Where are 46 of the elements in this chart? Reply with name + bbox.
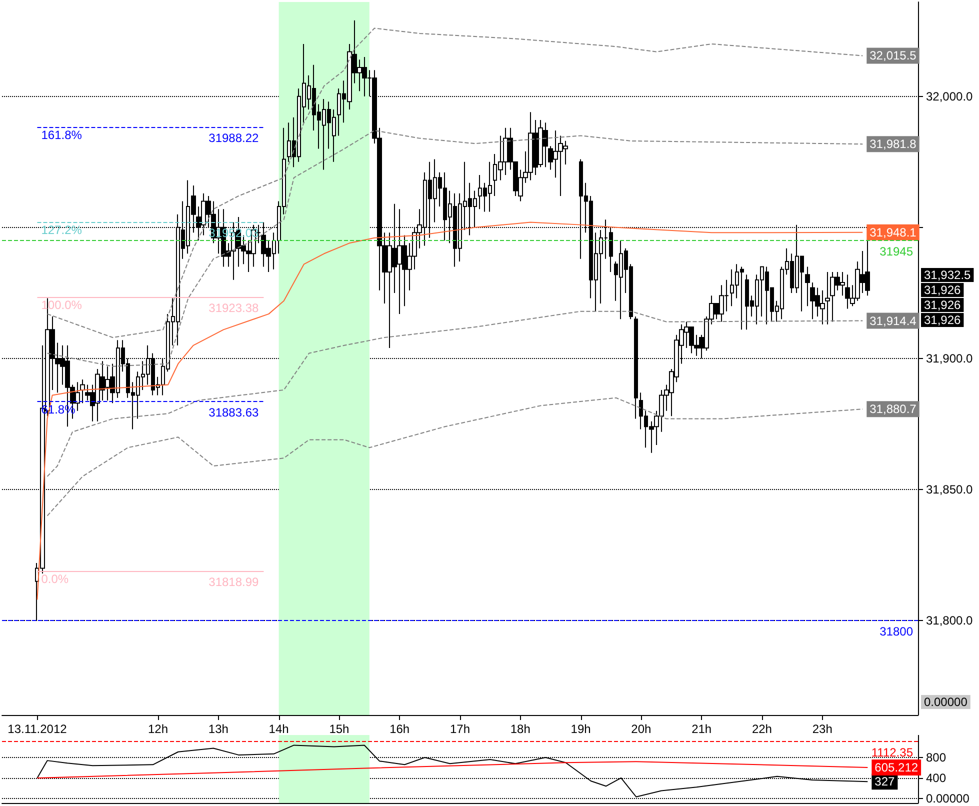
data-label: 31,914.4 [870, 314, 917, 328]
x-tick-label: 14h [268, 722, 289, 736]
x-tick-label: 21h [692, 722, 712, 736]
x-tick-label: 13.11.2012 [8, 722, 68, 736]
ref-line-label: 31923.38 [208, 301, 260, 316]
y-tick-label: 0.00000 [926, 791, 970, 806]
y-tick-label: 31,900.0 [926, 352, 974, 366]
text: 31,926 [924, 283, 962, 297]
y-tick-label: 800 [926, 750, 946, 764]
x-tick-label: 13h [208, 722, 228, 736]
annotation: 161.8% [41, 128, 82, 142]
x-tick-label: 12h [148, 722, 168, 736]
x-tick-label: 18h [510, 722, 530, 736]
data-label: 605.212 [874, 760, 918, 774]
y-tick-label: 31,800.0 [926, 614, 974, 628]
annotation: 0.0% [41, 572, 69, 586]
x-tick-label: 15h [329, 722, 350, 736]
candlestick [825, 271, 830, 325]
x-tick-label: 23h [812, 722, 832, 736]
data-label: 31,948.1 [870, 225, 917, 240]
x-tick-label: 16h [390, 722, 410, 736]
data-label: 31,880.7 [870, 402, 917, 416]
ref-line-label: 1112.35 [871, 746, 914, 760]
x-tick-label: 17h [450, 722, 470, 736]
line-series [36, 761, 868, 778]
data-label: 32,015.5 [870, 48, 917, 63]
y-tick-label: 400 [926, 770, 946, 785]
text: 31,932.5 [924, 268, 972, 282]
ref-line-label: 31800 [880, 624, 914, 639]
ref-line-label: 31818.99 [208, 574, 260, 589]
text: 31,926 [924, 313, 962, 327]
data-label: 327 [874, 774, 896, 789]
annotation: 127.2% [41, 223, 82, 238]
candlestick [80, 378, 85, 404]
ref-line-label: 31988.22 [208, 131, 260, 146]
y-tick-label: 31,850.0 [926, 482, 974, 497]
x-tick-label: 20h [631, 722, 652, 736]
text: 31,926 [924, 298, 962, 312]
candlestick [805, 266, 810, 307]
line-series [36, 222, 864, 600]
y-tick-label: 32,000.0 [926, 89, 974, 104]
ref-line-label: 31883.63 [208, 405, 260, 420]
data-label: 31,981.8 [870, 137, 917, 152]
ref-line-label: 31945 [880, 244, 914, 259]
x-tick-label: 22h [752, 722, 772, 736]
x-tick-label: 19h [570, 722, 591, 736]
